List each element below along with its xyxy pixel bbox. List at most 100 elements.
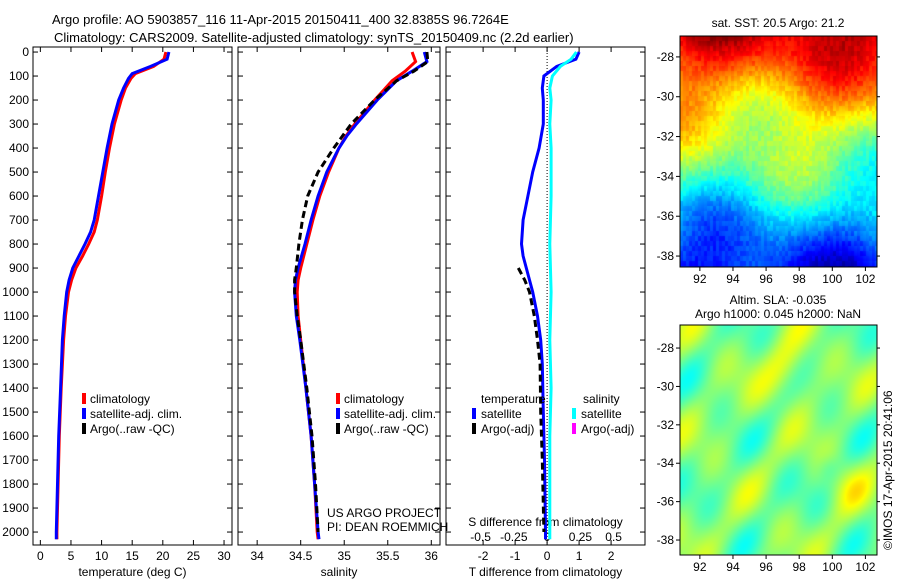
legend-label: climatology: [90, 392, 150, 406]
x-tick-label: 5: [68, 549, 75, 563]
map-y-tick-label: -34: [657, 456, 675, 470]
difference-x-axis-label: T difference from climatology: [469, 565, 623, 579]
legend-swatch: [336, 408, 340, 419]
y-tick-label: 700: [9, 213, 29, 227]
legend-label: satellite: [581, 407, 622, 421]
series-line-argo-raw-qc-: [293, 51, 430, 533]
series-line-temperature-argo-adj-: [516, 267, 546, 533]
x-tick-label: 25: [187, 549, 201, 563]
legend-swatch: [572, 408, 576, 419]
sla-map-image: [680, 325, 877, 555]
map-x-tick-label: 92: [693, 560, 707, 574]
legend-salinity-title: salinity: [583, 392, 620, 406]
y-tick-label: 400: [9, 141, 29, 155]
legend-swatch: [336, 393, 340, 404]
salinity-x-axis-label: salinity: [321, 565, 358, 579]
map-y-tick-label: -38: [657, 249, 675, 263]
x-tick-label: 0: [37, 549, 44, 563]
legend-swatch: [82, 423, 86, 434]
x-tick-label: 30: [217, 549, 231, 563]
s-tick-label: 0.25: [569, 530, 593, 544]
project-line-2: PI: DEAN ROEMMICH: [327, 520, 448, 534]
sst-map-frame: [679, 35, 878, 268]
map-y-tick-label: -28: [657, 341, 675, 355]
x-tick-label: 10: [95, 549, 109, 563]
legend-label: Argo(-adj): [481, 422, 534, 436]
salinity-axes-box: [237, 46, 441, 546]
y-tick-label: 1300: [2, 357, 29, 371]
y-tick-label: 200: [9, 93, 29, 107]
y-tick-label: 1700: [2, 453, 29, 467]
sst-map-title: sat. SST: 20.5 Argo: 21.2: [712, 16, 845, 30]
map-y-tick-label: -36: [657, 495, 675, 509]
map-y-tick-label: -30: [657, 379, 675, 393]
x-tick-label: 34.5: [289, 549, 313, 563]
map-y-tick-label: -32: [657, 130, 675, 144]
legend-swatch: [572, 423, 576, 434]
legend-swatch: [336, 423, 340, 434]
y-tick-label: 1000: [2, 285, 29, 299]
legend-temperature-title: temperature: [481, 392, 546, 406]
map-x-tick-label: 100: [822, 560, 842, 574]
x-tick-label: 35: [338, 549, 352, 563]
x-tick-label: 1: [576, 549, 583, 563]
sst-map-image: [680, 36, 877, 267]
map-y-tick-label: -38: [657, 533, 675, 547]
title-line-1: Argo profile: AO 5903857_116 11-Apr-2015…: [52, 12, 509, 27]
series-line-satellite-adj-clim-: [54, 51, 171, 540]
y-tick-label: 1600: [2, 429, 29, 443]
temperature-axes-box: [32, 46, 233, 546]
map-x-tick-label: 92: [693, 272, 707, 286]
legend-label: Argo(-adj): [581, 422, 634, 436]
map-x-tick-label: 102: [855, 560, 875, 574]
x-tick-label: 2: [608, 549, 615, 563]
sla-map-frame: [679, 324, 878, 556]
y-tick-label: 900: [9, 261, 29, 275]
y-tick-label: 1200: [2, 333, 29, 347]
y-tick-label: 300: [9, 117, 29, 131]
map-x-tick-label: 102: [855, 272, 875, 286]
x-tick-label: 35.5: [376, 549, 400, 563]
y-tick-label: 1500: [2, 405, 29, 419]
legend-swatch: [472, 423, 476, 434]
legend-label: Argo(..raw -QC): [344, 422, 429, 436]
y-tick-label: 1800: [2, 477, 29, 491]
legend-swatch: [472, 408, 476, 419]
legend-swatch: [82, 408, 86, 419]
project-line-1: US ARGO PROJECT: [327, 506, 442, 520]
y-tick-label: 800: [9, 237, 29, 251]
y-tick-label: 0: [22, 45, 29, 59]
map-y-tick-label: -34: [657, 169, 675, 183]
x-tick-label: 0: [544, 549, 551, 563]
y-tick-label: 1100: [3, 309, 29, 323]
x-tick-label: 20: [156, 549, 170, 563]
s-tick-label: 0: [544, 530, 551, 544]
legend-label: climatology: [344, 392, 404, 406]
map-x-tick-label: 100: [822, 272, 842, 286]
x-tick-label: 36: [425, 549, 439, 563]
map-x-tick-label: 96: [759, 272, 773, 286]
x-tick-label: 15: [126, 549, 140, 563]
y-tick-label: 1400: [2, 381, 29, 395]
legend-label: satellite-adj. clim.: [344, 407, 436, 421]
y-tick-label: 2000: [2, 525, 29, 539]
title-line-2: Climatology: CARS2009. Satellite-adjuste…: [54, 30, 574, 45]
s-tick-label: -0.5: [470, 530, 491, 544]
y-tick-label: 500: [9, 165, 29, 179]
temperature-x-axis-label: temperature (deg C): [78, 565, 186, 579]
map-y-tick-label: -32: [657, 418, 675, 432]
s-tick-label: -0.25: [500, 530, 528, 544]
legend-swatch: [82, 393, 86, 404]
map-x-tick-label: 98: [793, 560, 807, 574]
map-x-tick-label: 94: [726, 560, 740, 574]
legend-label: satellite-adj. clim.: [90, 407, 182, 421]
credit-text: ©IMOS 17-Apr-2015 20:41:06: [881, 390, 895, 550]
sla-map-title: Altim. SLA: -0.035: [730, 293, 827, 307]
y-tick-label: 600: [9, 189, 29, 203]
map-y-tick-label: -36: [657, 209, 675, 223]
legend-label: satellite: [481, 407, 522, 421]
sla-map-subtitle: Argo h1000: 0.045 h2000: NaN: [695, 307, 861, 321]
x-tick-label: 34: [250, 549, 264, 563]
